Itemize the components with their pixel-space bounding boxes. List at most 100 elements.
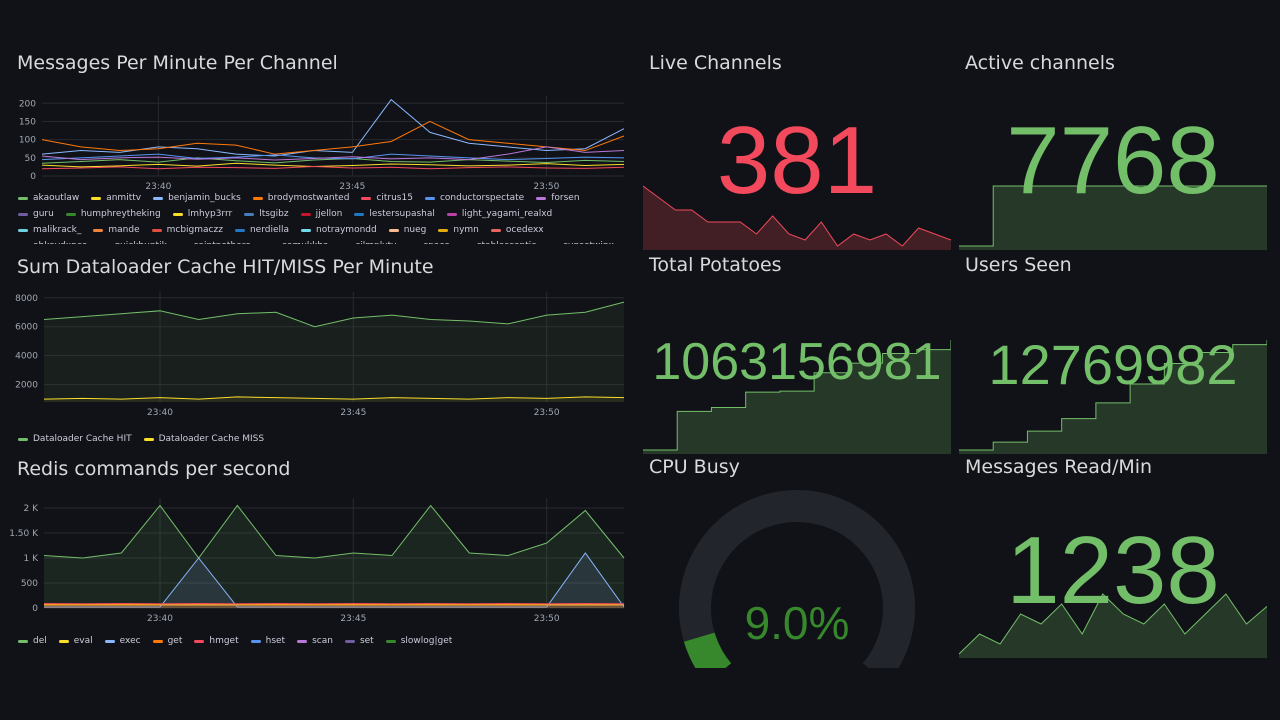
legend-label: nerdiella [249, 225, 290, 235]
legend-swatch [18, 228, 28, 232]
legend-item[interactable]: benjamin_bucks [153, 190, 241, 206]
panel-title[interactable]: Messages Read/Min [965, 456, 1153, 478]
gauge-track [679, 490, 915, 668]
legend-item[interactable]: ohkaydxnce [18, 238, 87, 244]
sparkline-area [959, 594, 1267, 658]
legend-label: hset [265, 636, 286, 646]
panel-title[interactable]: Messages Per Minute Per Channel [17, 52, 338, 74]
legend-swatch [18, 437, 28, 441]
legend-item[interactable]: akaoutlaw [18, 190, 79, 206]
legend-item[interactable]: samukkha [267, 238, 328, 244]
legend-item[interactable]: space [408, 238, 449, 244]
redis-legend: del eval exec get hmget hset scan set slowlog|ge… [18, 632, 628, 650]
panel-title[interactable]: Redis commands per second [17, 458, 291, 480]
y-tick-label: 0 [32, 604, 38, 614]
legend-swatch [18, 212, 28, 216]
panel-title[interactable]: CPU Busy [649, 456, 740, 478]
x-tick-label: 23:45 [340, 408, 366, 418]
legend-swatch [354, 212, 365, 216]
legend-item[interactable]: forsen [536, 190, 580, 206]
legend-item[interactable]: nueg [388, 222, 426, 238]
legend-item[interactable]: scan [297, 632, 333, 650]
legend-label: del [33, 636, 47, 646]
legend-item[interactable]: Dataloader Cache HIT [18, 430, 132, 448]
legend-swatch [252, 196, 263, 200]
panel-title[interactable]: Sum Dataloader Cache HIT/MISS Per Minute [17, 256, 434, 278]
legend-item[interactable]: get [152, 632, 183, 650]
sparkline-line [643, 185, 951, 247]
legend-label: saintnothere_ [194, 238, 255, 244]
legend-item[interactable]: anmittv [91, 190, 141, 206]
legend-item[interactable]: hmget [194, 632, 239, 650]
panel-title[interactable]: Live Channels [649, 52, 782, 74]
legend-label: scan [312, 636, 333, 646]
series-line-benjamin_bucks [41, 98, 625, 157]
y-tick-label: 50 [25, 154, 37, 164]
legend-item[interactable]: nerdiella [234, 222, 290, 238]
series-line-akaoutlaw [41, 157, 625, 164]
series-line-forsen [41, 120, 625, 155]
legend-item[interactable]: set [344, 632, 374, 650]
legend-item[interactable]: brodymostwanted [252, 190, 349, 206]
dataloader-panel: Sum Dataloader Cache HIT/MISS Per Minute… [8, 248, 634, 448]
panel-title[interactable]: Total Potatoes [649, 254, 782, 276]
panel-title[interactable]: Active channels [965, 52, 1115, 74]
legend-item[interactable]: slowlog|get [385, 632, 452, 650]
y-tick-label: 150 [19, 117, 36, 127]
legend-item[interactable]: eval [58, 632, 93, 650]
legend-swatch [65, 212, 76, 216]
legend-item[interactable]: mcbigmaczz [151, 222, 223, 238]
legend-item[interactable]: exec [104, 632, 141, 650]
legend-item[interactable]: ocedexx [490, 222, 544, 238]
total-potatoes-panel: Total Potatoes 1063156981 [643, 248, 951, 454]
legend-item[interactable]: saintnothere_ [179, 238, 255, 244]
legend-label: forsen [551, 193, 580, 203]
legend-item[interactable]: conductorspectate [424, 190, 524, 206]
legend-item[interactable]: sunsetwinx [548, 238, 614, 244]
y-tick-label: 2000 [15, 381, 38, 391]
series-area [44, 603, 624, 608]
msgread-sparkline [959, 593, 1267, 658]
legend-item[interactable]: hset [250, 632, 286, 650]
x-tick-label: 23:45 [340, 614, 366, 624]
legend-item[interactable]: humphreytheking [65, 206, 161, 222]
legend-item[interactable]: lestersupashal [354, 206, 435, 222]
y-tick-label: 0 [30, 172, 36, 182]
legend-item[interactable]: light_yagami_realxd [446, 206, 552, 222]
legend-item[interactable]: citrus15 [361, 190, 413, 206]
redis-panel: Redis commands per second 0 500 1 K 1.50 K 2… [8, 452, 634, 652]
legend-label: guru [33, 209, 54, 219]
panel-title[interactable]: Users Seen [965, 254, 1072, 276]
legend-label: eval [73, 636, 93, 646]
legend-item[interactable]: notraymondd [301, 222, 377, 238]
legend-item[interactable]: silmplyty [341, 238, 397, 244]
sparkline-area [643, 340, 951, 454]
legend-label: get [167, 636, 183, 646]
legend-item[interactable]: quickhuntik [99, 238, 166, 244]
active-sparkline [959, 185, 1267, 250]
legend-label: malikrack_ [33, 225, 82, 235]
legend-item[interactable]: jjellon [300, 206, 342, 222]
legend-item[interactable]: nymn [438, 222, 479, 238]
legend-label: anmittv [106, 193, 142, 203]
legend-label: lmhyp3rrr [187, 209, 233, 219]
legend-item[interactable]: del [18, 632, 47, 650]
legend-item[interactable]: malikrack_ [18, 222, 81, 238]
messages-chart[interactable]: 0 50 100 150 200 23:40 23:45 23:50 [8, 90, 634, 200]
legend-item[interactable]: mande [93, 222, 140, 238]
legend-swatch [143, 437, 154, 441]
legend-item[interactable]: guru [18, 206, 54, 222]
legend-item[interactable]: Dataloader Cache MISS [143, 430, 264, 448]
legend-item[interactable]: stablesceptic [462, 238, 536, 244]
live-sparkline [643, 185, 951, 250]
series-line-xqcwoab [41, 146, 625, 161]
dataloader-chart[interactable]: 2000 4000 6000 8000 23:40 23:45 23:50 [8, 286, 634, 426]
legend-item[interactable]: lmhyp3rrr [172, 206, 233, 222]
redis-chart[interactable]: 0 500 1 K 1.50 K 2 K 23:40 23:45 23:50 [8, 492, 634, 632]
sparkline-line [959, 340, 1267, 451]
x-tick-label: 23:45 [339, 182, 365, 192]
series-line-anmittv [41, 162, 625, 168]
legend-item[interactable]: ltsgibz [244, 206, 289, 222]
legend-swatch [344, 639, 355, 643]
legend-swatch [250, 639, 261, 643]
